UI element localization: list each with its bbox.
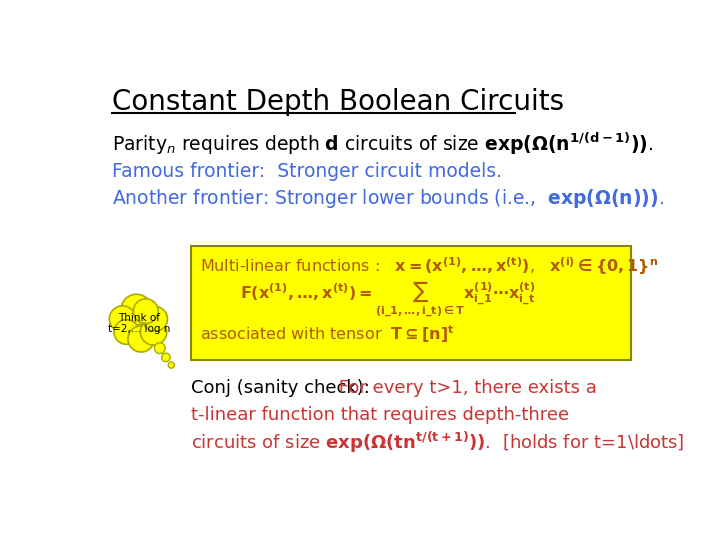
Text: Think of
t=2,… log n: Think of t=2,… log n: [107, 313, 170, 334]
Circle shape: [154, 343, 165, 354]
Text: Parity$_n$ requires depth $\mathbf{d}$ circuits of size $\mathbf{exp(\Omega(n^{1: Parity$_n$ requires depth $\mathbf{d}$ c…: [112, 131, 653, 157]
Text: For every t>1, there exists a: For every t>1, there exists a: [333, 379, 596, 397]
Circle shape: [109, 306, 136, 332]
Circle shape: [143, 307, 168, 331]
Circle shape: [121, 294, 152, 325]
Circle shape: [128, 326, 154, 352]
FancyBboxPatch shape: [191, 246, 631, 360]
Circle shape: [114, 320, 139, 345]
Text: Famous frontier:  Stronger circuit models.: Famous frontier: Stronger circuit models…: [112, 161, 502, 180]
Circle shape: [168, 362, 174, 368]
Text: Conj (sanity check):: Conj (sanity check):: [191, 379, 369, 397]
Circle shape: [140, 319, 167, 345]
Circle shape: [162, 353, 170, 362]
Text: Multi-linear functions :   $\mathbf{x=(x^{(1)},\ldots,x^{(t)})}$,   $\mathbf{x^{: Multi-linear functions : $\mathbf{x=(x^{…: [200, 255, 659, 278]
Circle shape: [133, 299, 158, 323]
Text: circuits of size $\mathbf{exp(\Omega(tn^{t/(t+1)}))}$.  [holds for t=1\ldots]: circuits of size $\mathbf{exp(\Omega(tn^…: [191, 429, 684, 455]
Text: Constant Depth Boolean Circuits: Constant Depth Boolean Circuits: [112, 88, 564, 116]
Text: $\mathbf{F(x^{(1)},\ldots,x^{(t)}) = \sum_{(i\_1,\ldots,i\_t)\in T} x_{i\_1}^{(1: $\mathbf{F(x^{(1)},\ldots,x^{(t)}) = \su…: [240, 280, 536, 319]
Text: associated with tensor  $\mathbf{T \subseteq [n]^t}$: associated with tensor $\mathbf{T \subse…: [200, 323, 454, 345]
Text: t-linear function that requires depth-three: t-linear function that requires depth-th…: [191, 406, 569, 424]
Text: Another frontier: Stronger lower bounds (i.e.,  $\mathbf{exp(\Omega(n)))}$.: Another frontier: Stronger lower bounds …: [112, 186, 664, 210]
